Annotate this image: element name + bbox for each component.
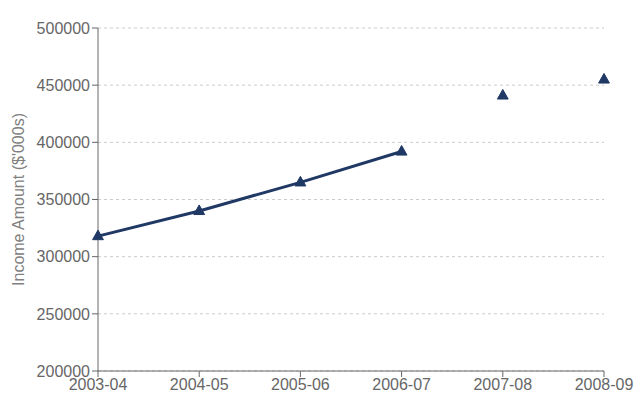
svg-text:250000: 250000 — [37, 306, 90, 323]
svg-text:350000: 350000 — [37, 191, 90, 208]
svg-text:2008-09: 2008-09 — [575, 376, 634, 393]
svg-text:2005-06: 2005-06 — [271, 376, 330, 393]
svg-text:2004-05: 2004-05 — [170, 376, 229, 393]
svg-text:450000: 450000 — [37, 77, 90, 94]
svg-text:500000: 500000 — [37, 20, 90, 37]
svg-text:2007-08: 2007-08 — [473, 376, 532, 393]
svg-text:2006-07: 2006-07 — [372, 376, 431, 393]
svg-text:400000: 400000 — [37, 134, 90, 151]
svg-text:200000: 200000 — [37, 363, 90, 380]
svg-text:2003-04: 2003-04 — [68, 376, 128, 394]
svg-text:300000: 300000 — [37, 248, 90, 265]
svg-text:Income Amount ($'000s): Income Amount ($'000s) — [10, 113, 27, 286]
